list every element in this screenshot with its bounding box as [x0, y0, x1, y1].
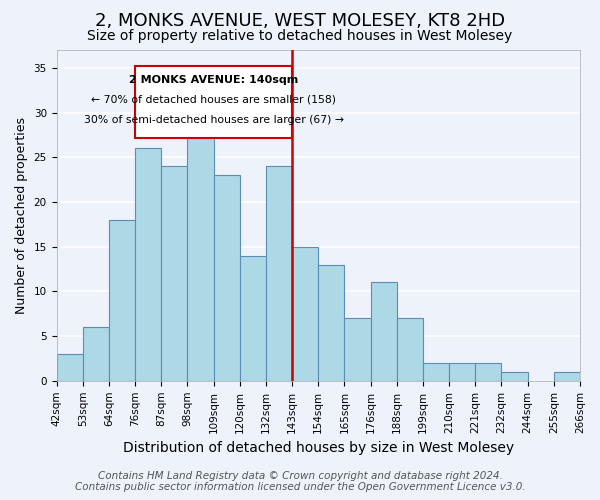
Bar: [83, 327, 109, 381]
Bar: [502, 372, 527, 381]
FancyBboxPatch shape: [135, 66, 292, 138]
Bar: [554, 372, 580, 381]
Bar: [292, 246, 318, 381]
Text: 2 MONKS AVENUE: 140sqm: 2 MONKS AVENUE: 140sqm: [129, 75, 298, 85]
Bar: [475, 363, 502, 381]
Bar: [318, 264, 344, 381]
Bar: [266, 166, 292, 381]
X-axis label: Distribution of detached houses by size in West Molesey: Distribution of detached houses by size …: [123, 441, 514, 455]
Bar: [423, 363, 449, 381]
Bar: [56, 354, 83, 381]
Bar: [135, 148, 161, 381]
Bar: [187, 122, 214, 381]
Text: Size of property relative to detached houses in West Molesey: Size of property relative to detached ho…: [88, 29, 512, 43]
Bar: [240, 256, 266, 381]
Bar: [344, 318, 371, 381]
Bar: [161, 166, 187, 381]
Bar: [397, 318, 423, 381]
Bar: [214, 175, 240, 381]
Text: ← 70% of detached houses are smaller (158): ← 70% of detached houses are smaller (15…: [91, 94, 336, 104]
Text: 30% of semi-detached houses are larger (67) →: 30% of semi-detached houses are larger (…: [83, 116, 344, 126]
Bar: [449, 363, 475, 381]
Bar: [371, 282, 397, 381]
Bar: [109, 220, 135, 381]
Text: Contains HM Land Registry data © Crown copyright and database right 2024.
Contai: Contains HM Land Registry data © Crown c…: [74, 471, 526, 492]
Text: 2, MONKS AVENUE, WEST MOLESEY, KT8 2HD: 2, MONKS AVENUE, WEST MOLESEY, KT8 2HD: [95, 12, 505, 30]
Y-axis label: Number of detached properties: Number of detached properties: [15, 117, 28, 314]
